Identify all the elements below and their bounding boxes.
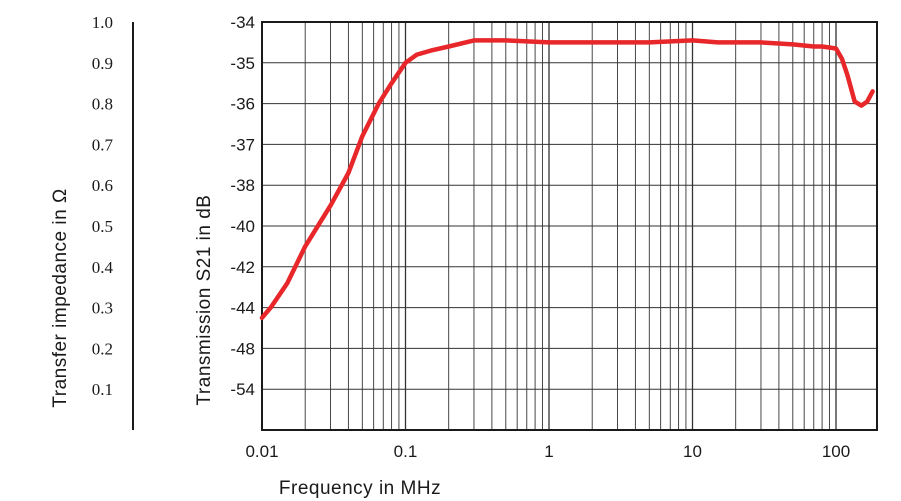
y-tick-label: -34 xyxy=(230,13,255,32)
left-tick-label: 0.9 xyxy=(92,54,113,73)
left-axis-ticks: 1.0 0.9 0.8 0.7 0.6 0.5 0.4 0.3 0.2 0.1 xyxy=(92,13,114,399)
left-tick-label: 0.3 xyxy=(92,299,113,318)
x-tick-label: 0.01 xyxy=(245,442,278,461)
y-tick-label: -42 xyxy=(230,258,255,277)
y-tick-label: -48 xyxy=(230,339,255,358)
left-tick-label: 0.8 xyxy=(92,95,113,114)
x-axis-ticks: 0.01 0.1 1 10 100 xyxy=(245,442,850,461)
x-tick-label: 0.1 xyxy=(394,442,418,461)
y-tick-label: -44 xyxy=(230,299,255,318)
plot-frame xyxy=(261,21,878,431)
left-tick-label: 0.2 xyxy=(92,339,113,358)
series-line xyxy=(259,38,875,321)
series-layer xyxy=(259,38,875,321)
left-tick-label: 0.7 xyxy=(92,135,114,154)
y-axis-ticks: -34 -35 -36 -37 -38 -40 -42 -44 -48 -54 xyxy=(230,13,255,399)
x-tick-label: 100 xyxy=(822,442,850,461)
y-axis-label: Transmission S21 in dB xyxy=(194,195,215,406)
grid xyxy=(262,22,877,430)
left-tick-label: 0.1 xyxy=(92,380,113,399)
y-tick-label: -35 xyxy=(230,54,255,73)
x-tick-label: 10 xyxy=(683,442,702,461)
y-tick-label: -54 xyxy=(230,380,255,399)
left-tick-label: 0.4 xyxy=(92,258,114,277)
secondary-axis-label: Transfer impedance in Ω xyxy=(50,188,71,407)
y-tick-label: -37 xyxy=(230,135,255,154)
left-tick-label: 0.6 xyxy=(92,176,113,195)
y-tick-label: -38 xyxy=(230,176,255,195)
y-tick-label: -36 xyxy=(230,95,255,114)
left-tick-label: 1.0 xyxy=(92,13,113,32)
x-tick-label: 1 xyxy=(544,442,553,461)
x-axis-label: Frequency in MHz xyxy=(279,478,441,499)
y-tick-label: -40 xyxy=(230,217,255,236)
left-tick-label: 0.5 xyxy=(92,217,113,236)
